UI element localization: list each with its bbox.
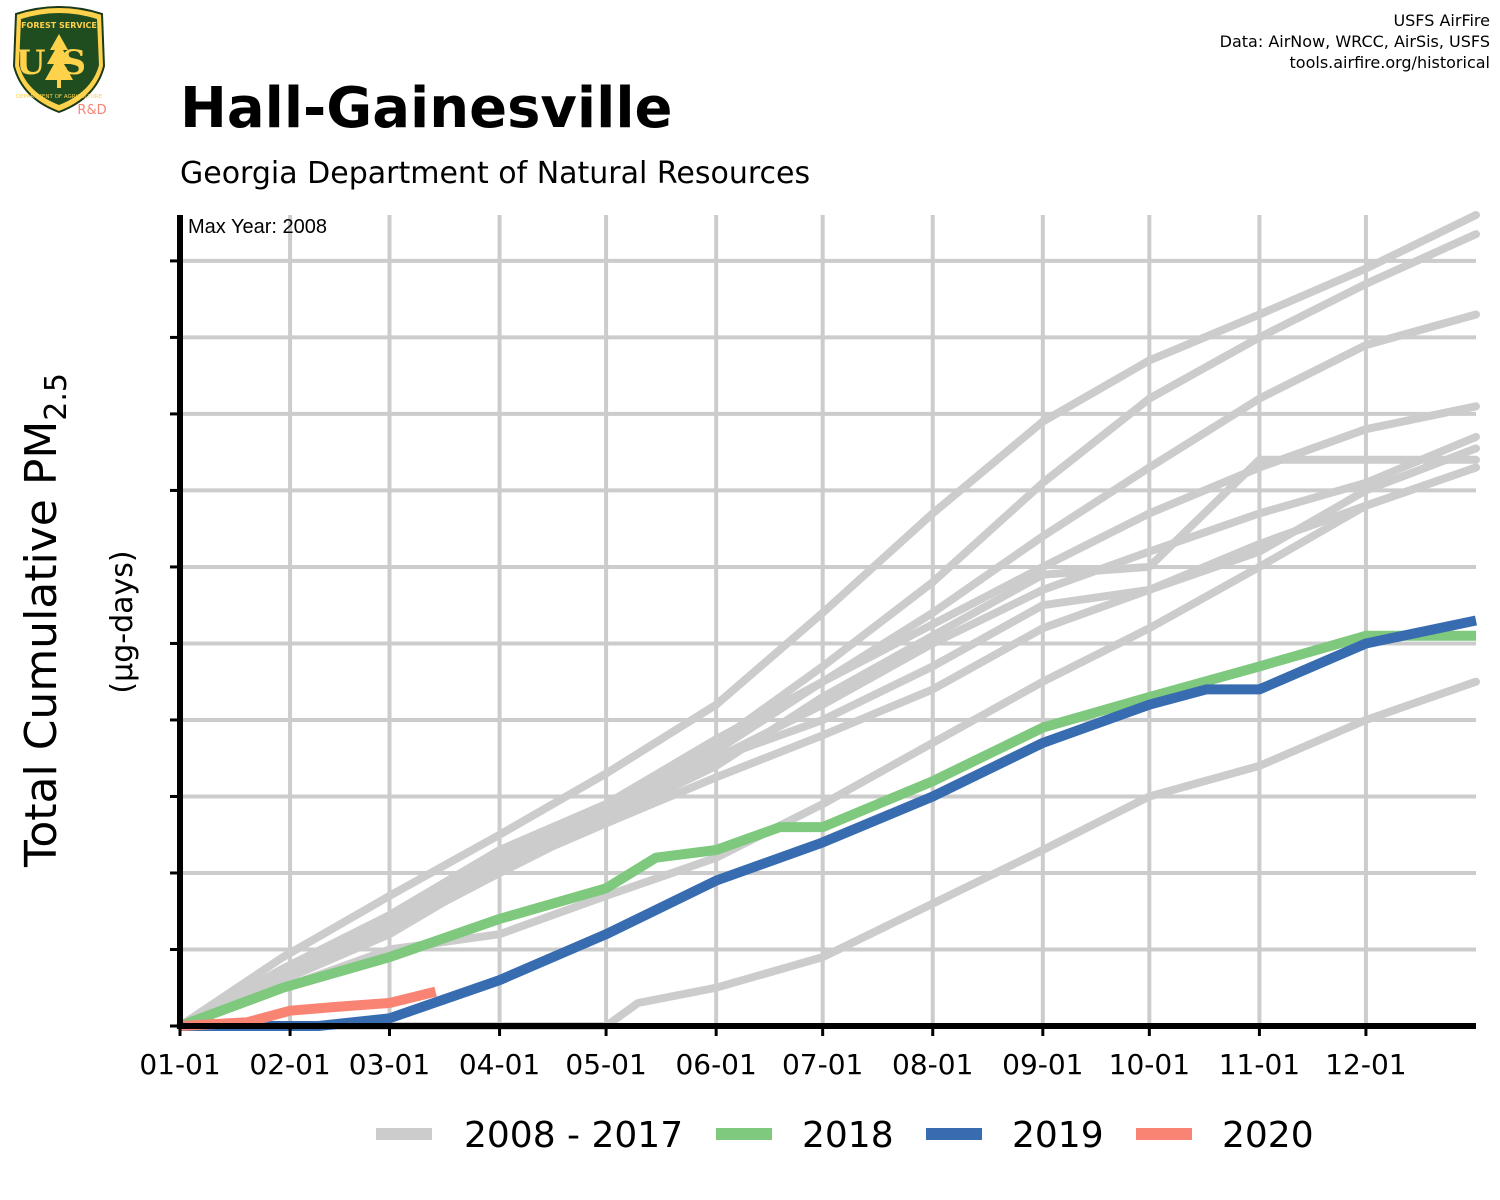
logo-rd-tag: R&D — [77, 103, 106, 118]
series-line-2018 — [178, 630, 1476, 1031]
legend-label: 2008 - 2017 — [464, 1115, 683, 1156]
logo-department-text: DEPARTMENT OF AGRICULTURE — [16, 94, 103, 100]
tree-icon — [45, 34, 73, 88]
x-tick-label: 10-01 — [1109, 1048, 1190, 1081]
x-tick-label: 02-01 — [249, 1048, 330, 1081]
axes: 01-01 02-01 03-01 04-01 05-01 06-01 07-01 08-01… — [139, 215, 1476, 1081]
logo-agency-text: FOREST SERVICE — [21, 21, 97, 30]
x-tick-label: 05-01 — [565, 1048, 646, 1081]
x-tick-label: 08-01 — [892, 1048, 973, 1081]
x-tick-label: 03-01 — [349, 1048, 430, 1081]
historical-series-line — [176, 444, 1480, 1030]
x-tick-label: 09-01 — [1002, 1048, 1083, 1081]
series-line-2019 — [180, 615, 1478, 1031]
x-tick-label: 01-01 — [139, 1048, 220, 1081]
historical-series-line — [176, 455, 1480, 1030]
y-axis-title: Total Cumulative PM2.5 — [16, 373, 74, 868]
y-axis-units: (µg-days) — [105, 550, 140, 693]
x-tick-label: 11-01 — [1219, 1048, 1300, 1081]
chart-subtitle: Georgia Department of Natural Resources — [180, 156, 811, 191]
y-axis-title-subscript: 2.5 — [39, 373, 74, 421]
series-line-2020 — [179, 986, 437, 1031]
x-tick-label: 07-01 — [782, 1048, 863, 1081]
data-credits: USFS AirFire Data: AirNow, WRCC, AirSis,… — [1220, 10, 1490, 73]
x-tick-label: 06-01 — [675, 1048, 756, 1081]
historical-series-line — [176, 463, 1480, 1030]
forest-service-logo: FOREST SERVICE US DEPARTMENT OF AGRICULT… — [12, 6, 107, 118]
credit-line: USFS AirFire — [1393, 11, 1490, 30]
y-axis-title-main: Total Cumulative PM — [16, 421, 67, 868]
legend-label: 2020 — [1222, 1115, 1314, 1156]
x-tick-label: 12-01 — [1325, 1048, 1406, 1081]
highlight-series-group — [178, 615, 1478, 1031]
historical-series-line — [176, 463, 1480, 1030]
x-tick-label: 04-01 — [459, 1048, 540, 1081]
credit-line: tools.airfire.org/historical — [1289, 53, 1490, 72]
chart-title: Hall-Gainesville — [180, 76, 673, 141]
historical-series-group — [176, 211, 1480, 1030]
legend: 2008 - 2017 2018 2019 2020 — [376, 1115, 1314, 1156]
historical-series-line — [176, 211, 1480, 1030]
legend-label: 2018 — [802, 1115, 894, 1156]
credit-line: Data: AirNow, WRCC, AirSis, USFS — [1219, 32, 1490, 51]
legend-label: 2019 — [1012, 1115, 1104, 1156]
max-year-annotation: Max Year: 2008 — [188, 216, 327, 238]
